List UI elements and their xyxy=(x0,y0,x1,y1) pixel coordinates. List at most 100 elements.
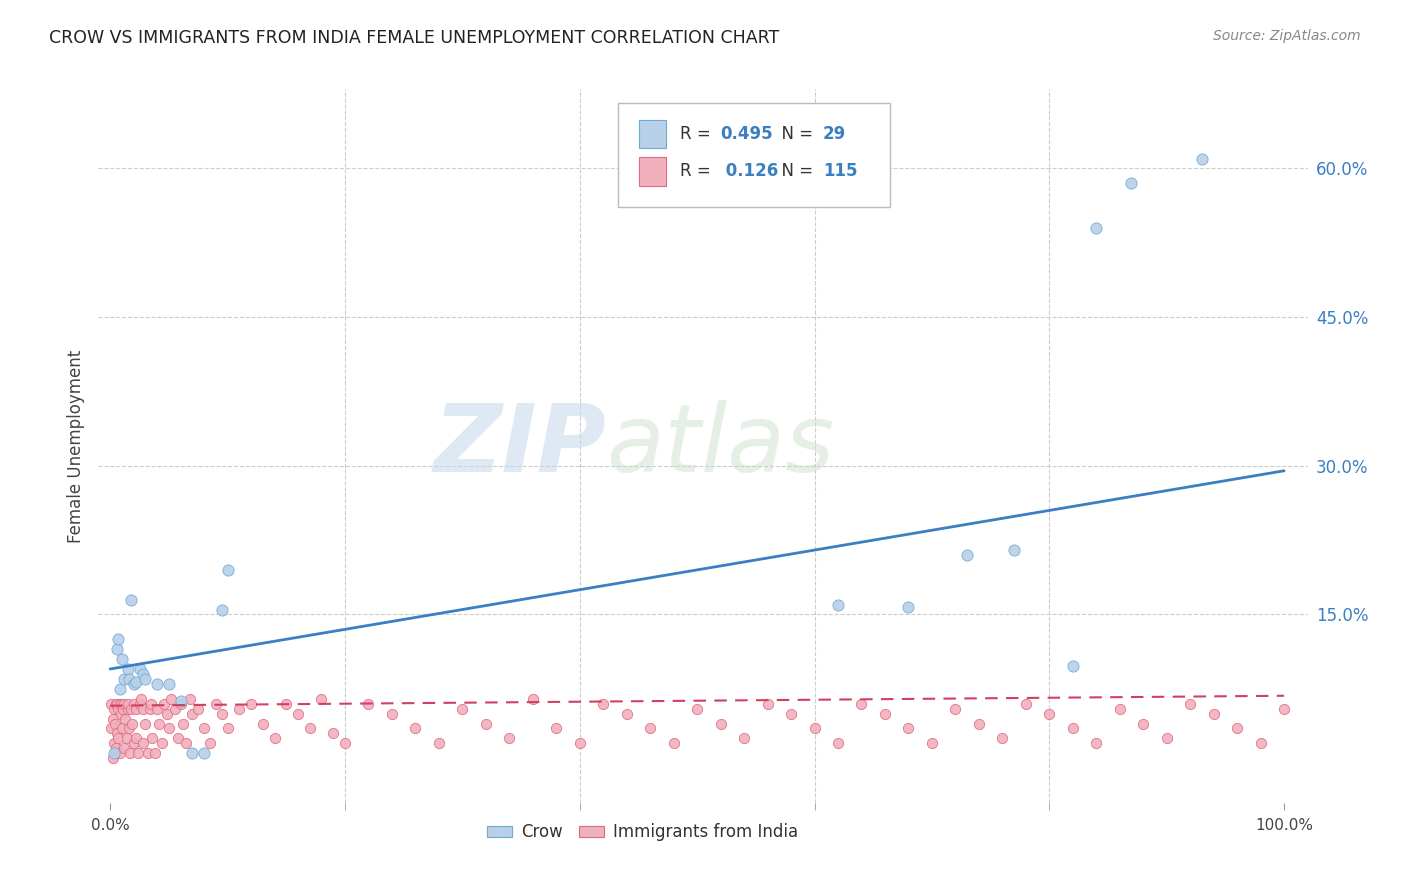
Text: N =: N = xyxy=(770,162,818,180)
Point xyxy=(211,706,233,721)
Point xyxy=(1038,706,1060,721)
Point xyxy=(111,697,134,711)
Point xyxy=(1085,221,1108,235)
Point xyxy=(522,691,544,706)
Point xyxy=(139,701,162,715)
Point xyxy=(103,701,125,715)
Point xyxy=(112,741,135,756)
Text: 29: 29 xyxy=(823,125,846,143)
Point xyxy=(211,602,233,616)
Point xyxy=(873,706,896,721)
Point xyxy=(129,691,152,706)
Point xyxy=(1085,736,1108,750)
Point xyxy=(104,716,127,731)
Point xyxy=(155,706,177,721)
Text: 0.126: 0.126 xyxy=(720,162,778,180)
Point xyxy=(827,736,849,750)
Text: 0.495: 0.495 xyxy=(720,125,772,143)
Point xyxy=(105,697,128,711)
Point xyxy=(803,722,825,736)
Point xyxy=(122,677,145,691)
Point xyxy=(181,706,204,721)
Point xyxy=(153,697,176,711)
Point xyxy=(967,716,990,731)
Point xyxy=(132,701,155,715)
Point xyxy=(163,701,186,715)
Point xyxy=(134,672,156,686)
Point xyxy=(146,701,169,715)
Point xyxy=(381,706,404,721)
Point xyxy=(118,672,141,686)
Point xyxy=(103,746,125,760)
Point xyxy=(662,736,685,750)
Point xyxy=(1202,706,1225,721)
Point xyxy=(311,691,333,706)
Point xyxy=(616,706,638,721)
Point xyxy=(686,701,709,715)
Point xyxy=(118,722,141,736)
Point xyxy=(956,548,979,562)
Point xyxy=(333,736,356,750)
Point xyxy=(117,697,139,711)
Point xyxy=(136,746,159,760)
Point xyxy=(263,731,285,746)
Y-axis label: Female Unemployment: Female Unemployment xyxy=(66,350,84,542)
Point xyxy=(121,716,143,731)
Point xyxy=(179,691,201,706)
Point xyxy=(146,677,169,691)
Point xyxy=(100,722,122,736)
Point xyxy=(122,697,145,711)
Point xyxy=(1062,659,1084,673)
Point xyxy=(110,706,132,721)
Text: R =: R = xyxy=(681,125,716,143)
Point xyxy=(217,722,239,736)
Point xyxy=(1272,701,1295,715)
Point xyxy=(125,701,148,715)
Point xyxy=(172,716,194,731)
Point xyxy=(141,731,163,746)
Point xyxy=(780,706,803,721)
Point xyxy=(157,722,180,736)
Text: Source: ZipAtlas.com: Source: ZipAtlas.com xyxy=(1213,29,1361,43)
Point xyxy=(150,736,173,750)
Point xyxy=(107,701,129,715)
Point xyxy=(127,746,149,760)
Point xyxy=(114,712,136,726)
Point xyxy=(733,731,755,746)
Point xyxy=(167,731,190,746)
Text: atlas: atlas xyxy=(606,401,835,491)
Point xyxy=(132,667,155,681)
Legend: Crow, Immigrants from India: Crow, Immigrants from India xyxy=(481,817,804,848)
Point xyxy=(1002,543,1025,558)
Point xyxy=(111,652,134,666)
Point xyxy=(105,697,128,711)
Point xyxy=(104,746,127,760)
Point xyxy=(1180,697,1202,711)
Point xyxy=(568,736,591,750)
Point xyxy=(187,701,209,715)
Point xyxy=(128,662,150,676)
Point xyxy=(169,694,191,708)
Point xyxy=(298,722,321,736)
Point xyxy=(132,736,155,750)
Point xyxy=(322,726,344,740)
Point xyxy=(991,731,1014,746)
Point xyxy=(897,599,920,614)
Point xyxy=(143,746,166,760)
Point xyxy=(103,736,125,750)
Point xyxy=(404,722,426,736)
Point xyxy=(101,751,124,765)
Point xyxy=(105,642,128,657)
Point xyxy=(125,731,148,746)
Point xyxy=(117,701,139,715)
Point xyxy=(176,736,198,750)
Text: CROW VS IMMIGRANTS FROM INDIA FEMALE UNEMPLOYMENT CORRELATION CHART: CROW VS IMMIGRANTS FROM INDIA FEMALE UNE… xyxy=(49,29,779,46)
Point xyxy=(1015,697,1038,711)
FancyBboxPatch shape xyxy=(638,157,665,186)
Point xyxy=(120,701,142,715)
Point xyxy=(204,697,226,711)
Point xyxy=(160,691,183,706)
FancyBboxPatch shape xyxy=(619,103,890,207)
Point xyxy=(1156,731,1178,746)
Text: R =: R = xyxy=(681,162,716,180)
